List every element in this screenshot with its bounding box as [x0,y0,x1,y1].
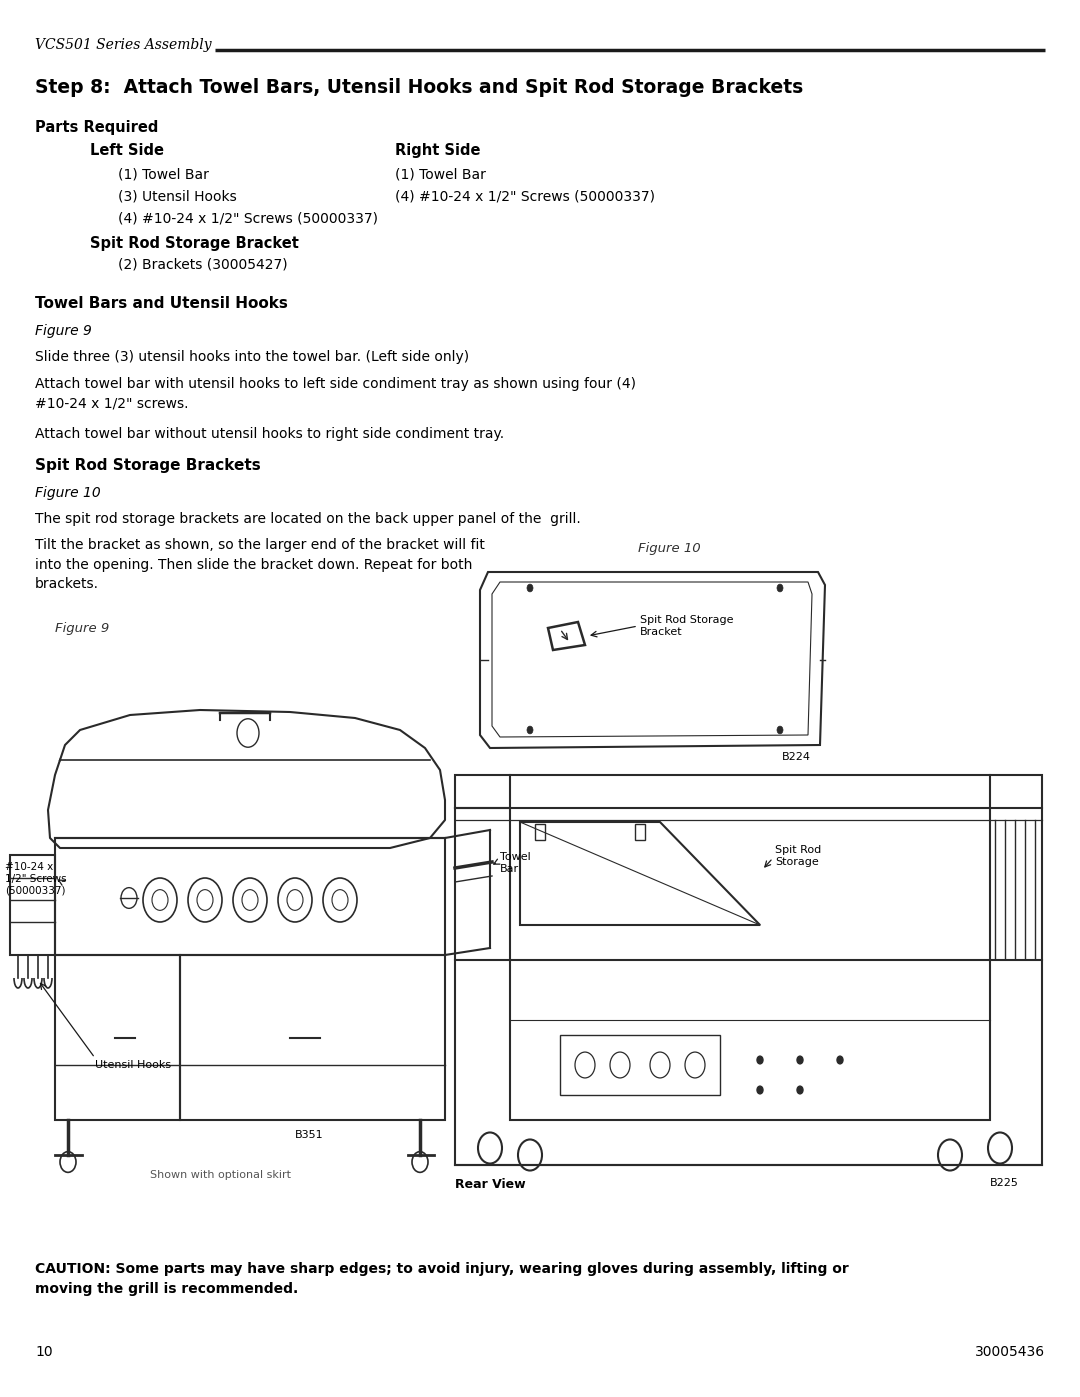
Circle shape [757,1056,762,1065]
Text: Step 8:  Attach Towel Bars, Utensil Hooks and Spit Rod Storage Brackets: Step 8: Attach Towel Bars, Utensil Hooks… [35,78,804,96]
Text: VCS501 Series Assembly: VCS501 Series Assembly [35,38,212,52]
Text: Utensil Hooks: Utensil Hooks [95,1060,171,1070]
Text: CAUTION: Some parts may have sharp edges; to avoid injury, wearing gloves during: CAUTION: Some parts may have sharp edges… [35,1261,849,1295]
Text: Towel Bars and Utensil Hooks: Towel Bars and Utensil Hooks [35,296,288,312]
Text: Figure 9: Figure 9 [35,324,92,338]
Text: Slide three (3) utensil hooks into the towel bar. (Left side only): Slide three (3) utensil hooks into the t… [35,351,469,365]
Circle shape [777,726,783,733]
Text: Rear View: Rear View [455,1178,526,1192]
Bar [635,824,645,840]
Text: B224: B224 [782,752,811,761]
Text: Parts Required: Parts Required [35,120,159,136]
Bar [535,824,545,840]
Circle shape [757,1085,762,1094]
Text: Figure 9: Figure 9 [55,622,109,636]
Circle shape [527,726,534,733]
Text: Attach towel bar without utensil hooks to right side condiment tray.: Attach towel bar without utensil hooks t… [35,427,504,441]
Text: Towel
Bar: Towel Bar [500,852,530,873]
Text: (1) Towel Bar: (1) Towel Bar [395,168,486,182]
Circle shape [837,1056,843,1065]
Circle shape [527,584,534,592]
Text: The spit rod storage brackets are located on the back upper panel of the  grill.: The spit rod storage brackets are locate… [35,511,581,527]
Text: (1) Towel Bar: (1) Towel Bar [118,168,208,182]
Text: Tilt the bracket as shown, so the larger end of the bracket will fit
into the op: Tilt the bracket as shown, so the larger… [35,538,485,591]
Text: Shown with optional skirt: Shown with optional skirt [150,1171,291,1180]
Text: Attach towel bar with utensil hooks to left side condiment tray as shown using f: Attach towel bar with utensil hooks to l… [35,377,636,411]
Circle shape [797,1085,804,1094]
Text: Spit Rod
Storage: Spit Rod Storage [775,845,821,866]
Text: 30005436: 30005436 [975,1345,1045,1359]
Circle shape [777,584,783,592]
Text: Left Side: Left Side [90,142,164,158]
Text: Spit Rod Storage Brackets: Spit Rod Storage Brackets [35,458,260,474]
Text: Figure 10: Figure 10 [35,486,100,500]
Text: 10: 10 [35,1345,53,1359]
Text: (3) Utensil Hooks: (3) Utensil Hooks [118,190,237,204]
Text: Spit Rod Storage
Bracket: Spit Rod Storage Bracket [640,615,733,637]
Circle shape [797,1056,804,1065]
Text: (4) #10-24 x 1/2" Screws (50000337): (4) #10-24 x 1/2" Screws (50000337) [395,190,654,204]
Text: B351: B351 [295,1130,324,1140]
Text: B225: B225 [990,1178,1018,1187]
Text: #10-24 x
1/2" Screws
(50000337): #10-24 x 1/2" Screws (50000337) [5,862,67,895]
Text: (2) Brackets (30005427): (2) Brackets (30005427) [118,258,287,272]
Text: (4) #10-24 x 1/2" Screws (50000337): (4) #10-24 x 1/2" Screws (50000337) [118,212,378,226]
Text: Right Side: Right Side [395,142,481,158]
Text: Spit Rod Storage Bracket: Spit Rod Storage Bracket [90,236,299,251]
Text: Figure 10: Figure 10 [638,542,701,555]
